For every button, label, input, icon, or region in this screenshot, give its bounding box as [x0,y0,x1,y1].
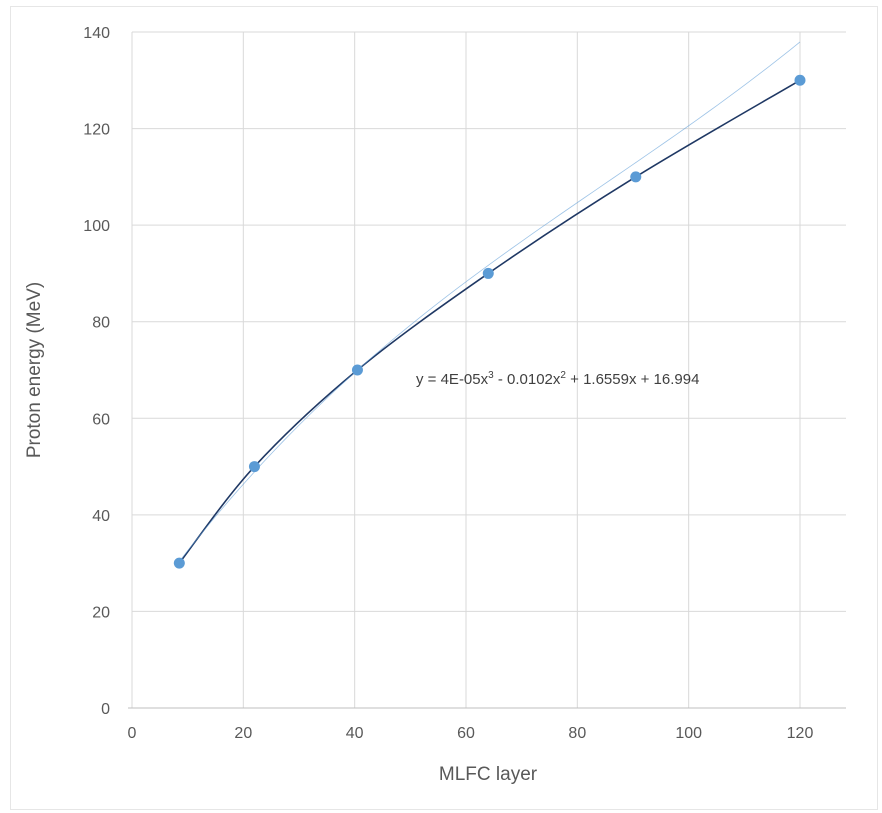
series-line [178,79,801,564]
y-tick-label: 40 [92,508,110,525]
x-tick-label: 40 [346,725,364,742]
y-tick-label: 80 [92,315,110,332]
equation-exponent: 2 [560,370,566,381]
x-tick-label: 0 [128,725,137,742]
x-tick-label: 60 [457,725,475,742]
data-point [351,364,363,376]
equation-term: - 0.0102x [494,371,561,388]
data-point [794,74,806,86]
data-point [630,171,642,183]
y-tick-label: 0 [101,701,110,718]
y-tick-label: 140 [83,25,110,42]
y-tick-label: 100 [83,218,110,235]
x-axis-ticks: 0 20 40 60 80 100 120 [128,725,814,742]
data-point [173,557,185,569]
y-tick-label: 20 [92,604,110,621]
equation-exponent: 3 [488,370,494,381]
y-axis-ticks: 0 20 40 60 80 100 120 140 [83,25,110,718]
trendline-equation: y = 4E-05x3 - 0.0102x2 + 1.6559x + 16.99… [416,370,699,388]
x-tick-label: 120 [787,725,814,742]
trendline [179,41,801,562]
x-tick-label: 100 [675,725,702,742]
y-tick-label: 60 [92,411,110,428]
y-tick-label: 120 [83,122,110,139]
x-tick-label: 20 [234,725,252,742]
equation-term: y = 4E-05x [416,371,489,388]
y-axis-title: Proton energy (MeV) [24,282,45,458]
equation-term: + 1.6559x + 16.994 [566,371,699,388]
data-point [248,461,260,473]
x-axis-title: MLFC layer [439,764,538,785]
data-point [482,267,494,279]
series-layer [173,41,806,569]
chart-frame [10,6,878,810]
x-tick-label: 80 [568,725,586,742]
